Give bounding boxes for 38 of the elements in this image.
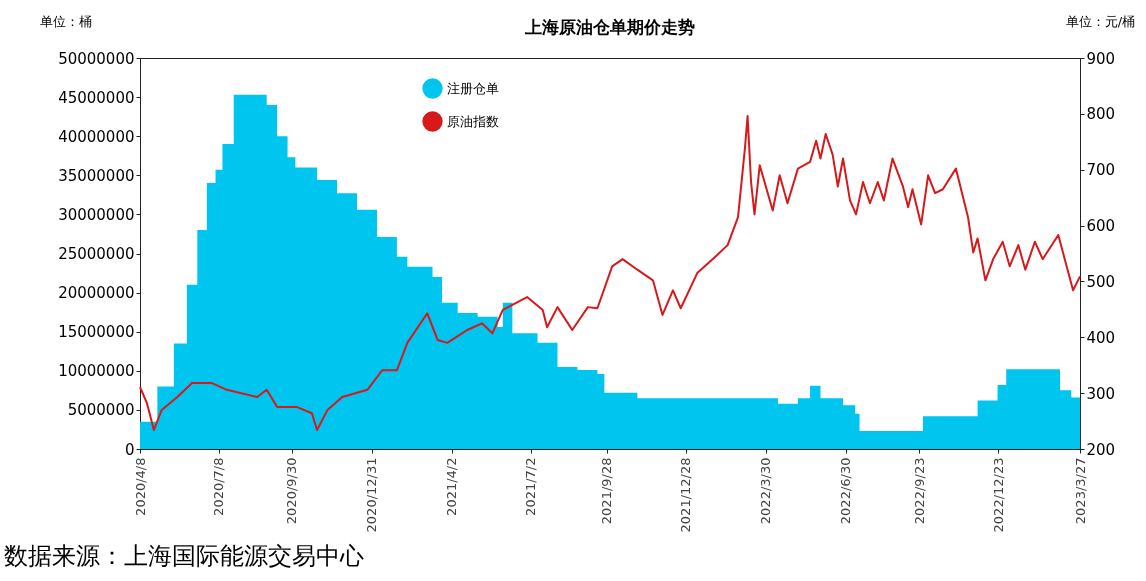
y-tick-label: 20000000 bbox=[58, 284, 135, 303]
legend-label: 原油指数 bbox=[447, 113, 499, 129]
x-tick-label: 2023/3/27 bbox=[1072, 457, 1088, 525]
y2-tick-label: 200 bbox=[1086, 440, 1116, 459]
y2-axis-title: 单位：元/桶 bbox=[1065, 13, 1136, 29]
x-tick-label: 2022/6/30 bbox=[838, 457, 854, 525]
chart-title: 上海原油仓单期价走势 bbox=[524, 17, 695, 37]
y-tick-label: 35000000 bbox=[58, 166, 135, 185]
y2-tick-label: 900 bbox=[1086, 49, 1116, 68]
x-tick-label: 2022/12/23 bbox=[990, 457, 1006, 533]
x-tick-label: 2020/4/8 bbox=[132, 457, 148, 516]
y-axis-title: 单位：桶 bbox=[39, 13, 92, 29]
x-tick-label: 2022/3/30 bbox=[758, 457, 774, 525]
x-tick-label: 2020/7/8 bbox=[211, 457, 227, 516]
y-tick-label: 15000000 bbox=[58, 323, 135, 342]
x-tick-label: 2021/12/28 bbox=[678, 457, 694, 533]
x-tick-label: 2021/7/2 bbox=[523, 457, 539, 516]
y2-tick-label: 500 bbox=[1086, 272, 1116, 291]
y-tick-label: 30000000 bbox=[58, 205, 135, 224]
y-tick-label: 25000000 bbox=[58, 245, 135, 263]
y-tick-label: 50000000 bbox=[58, 49, 135, 68]
legend-label: 注册仓单 bbox=[447, 80, 499, 96]
y-tick-label: 5000000 bbox=[67, 401, 135, 420]
x-tick-label: 2020/12/31 bbox=[364, 457, 380, 533]
x-tick-label: 2021/9/28 bbox=[599, 457, 615, 525]
source-note: 数据来源：上海国际能源交易中心 bbox=[4, 541, 364, 572]
y-tick-label: 10000000 bbox=[58, 362, 135, 381]
x-tick-label: 2022/9/23 bbox=[911, 457, 927, 525]
y2-tick-label: 400 bbox=[1086, 328, 1116, 347]
x-tick-label: 2020/9/30 bbox=[284, 457, 300, 525]
y2-tick-label: 600 bbox=[1086, 217, 1116, 236]
y-tick-label: 40000000 bbox=[58, 127, 135, 146]
y-tick-label: 0 bbox=[124, 440, 135, 459]
y2-tick-label: 700 bbox=[1086, 161, 1116, 180]
y2-tick-label: 300 bbox=[1086, 384, 1116, 403]
x-tick-label: 2021/4/2 bbox=[444, 457, 460, 516]
y-tick-label: 45000000 bbox=[58, 88, 135, 107]
y2-tick-label: 800 bbox=[1086, 105, 1116, 124]
